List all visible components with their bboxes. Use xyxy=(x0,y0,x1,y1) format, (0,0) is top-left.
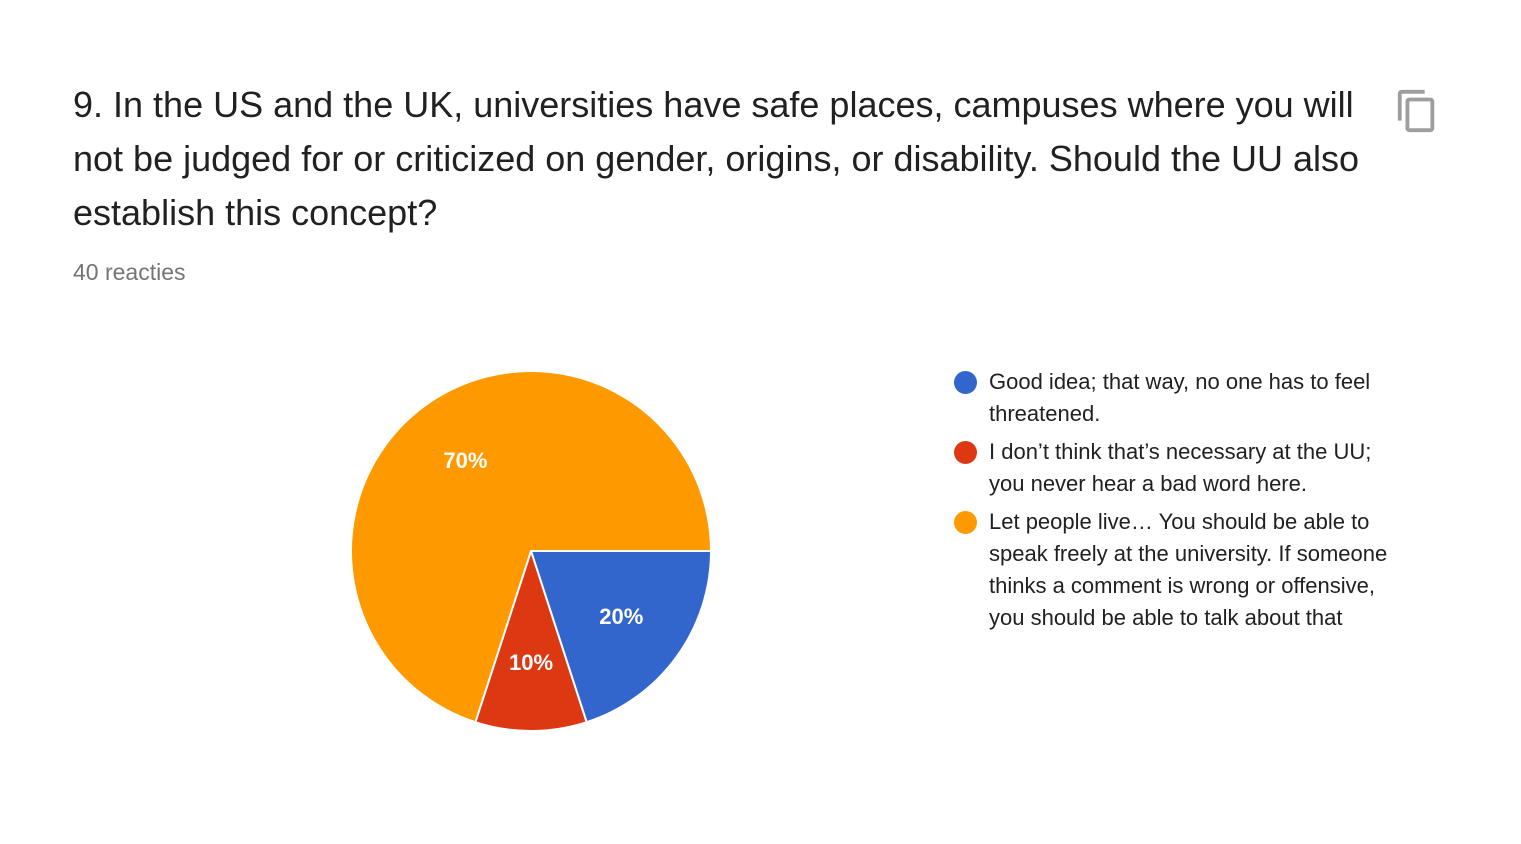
slice-label-let-people-live: 70% xyxy=(443,448,487,473)
question-title: 9. In the US and the UK, universities ha… xyxy=(73,84,1360,233)
legend-label: Let people live… You should be able to s… xyxy=(989,509,1388,630)
legend-label: Good idea; that way, no one has to feel … xyxy=(989,369,1371,426)
legend-item-let-people-live: Let people live… You should be able to s… xyxy=(954,506,1394,634)
pie-slice-not-necessary[interactable] xyxy=(474,547,588,732)
legend-label: I don’t think that’s necessary at the UU… xyxy=(989,439,1372,496)
slice-label-good-idea: 20% xyxy=(599,604,643,629)
legend-swatch xyxy=(954,511,977,534)
legend-item-good-idea: Good idea; that way, no one has to feel … xyxy=(954,366,1394,430)
pie-chart: 20% 10% 70% xyxy=(350,370,713,732)
pie-slice-let-people-live[interactable] xyxy=(350,370,713,724)
legend-swatch xyxy=(954,441,977,464)
pie-slice-good-idea[interactable] xyxy=(529,550,713,724)
chart-legend: Good idea; that way, no one has to feel … xyxy=(954,366,1394,640)
slice-label-not-necessary: 10% xyxy=(509,650,553,675)
response-count: 40 reacties xyxy=(73,259,186,285)
legend-swatch xyxy=(954,371,977,394)
copy-chart-button[interactable] xyxy=(1394,88,1440,134)
copy-icon xyxy=(1397,89,1435,133)
legend-item-not-necessary: I don’t think that’s necessary at the UU… xyxy=(954,436,1394,500)
